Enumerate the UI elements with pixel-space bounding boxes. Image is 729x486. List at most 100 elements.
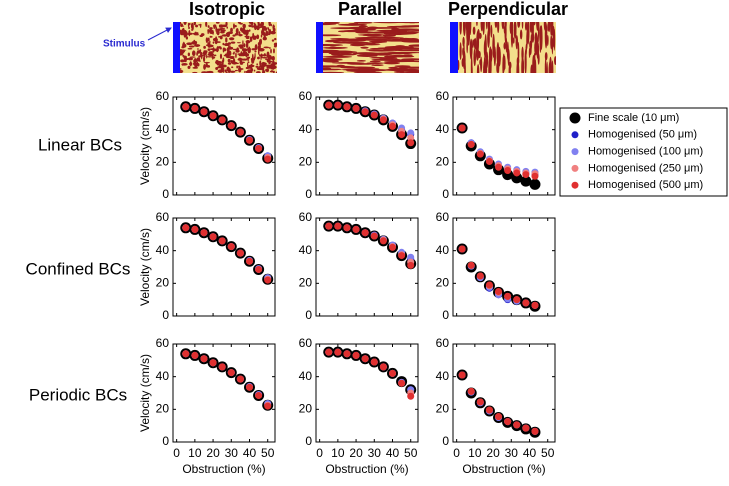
texture-fibre <box>230 27 233 33</box>
legend-label: Homogenised (250 μm) <box>588 162 703 174</box>
texture-fibre <box>258 66 261 70</box>
texture-fibre <box>544 22 548 49</box>
texture-fibre <box>255 65 259 68</box>
x-tick-label: 50 <box>404 446 418 460</box>
texture-fibre <box>229 70 236 73</box>
texture-fibre <box>223 43 230 47</box>
texture-fibre <box>532 22 536 26</box>
texture-fibre <box>323 34 342 37</box>
texture-fibre <box>378 50 398 52</box>
texture-fibre <box>259 60 262 67</box>
data-point <box>522 424 530 432</box>
texture-fibre <box>256 63 259 66</box>
texture-fibre <box>476 64 480 73</box>
texture-fibre <box>250 68 254 72</box>
data-point <box>513 169 521 177</box>
texture-fibre <box>225 37 228 43</box>
texture-fibre <box>356 54 378 57</box>
texture-fibre <box>530 22 533 34</box>
texture-fibre <box>196 61 199 66</box>
data-point <box>255 265 263 273</box>
texture-fibre <box>228 37 235 41</box>
texture-fibre <box>550 22 553 36</box>
texture-fibre <box>270 23 273 27</box>
y-tick-label: 0 <box>162 434 169 448</box>
y-tick-label: 20 <box>299 276 313 290</box>
data-point <box>370 232 378 240</box>
texture-fibre <box>358 25 368 28</box>
texture-fibre <box>549 56 552 73</box>
texture-fibre <box>263 46 270 49</box>
column-title: Isotropic <box>189 0 265 19</box>
legend-label: Homogenised (50 μm) <box>588 129 697 141</box>
texture-fibre <box>232 23 235 30</box>
texture-fibre <box>512 37 515 44</box>
data-point <box>407 129 415 137</box>
texture-fibre <box>219 47 222 50</box>
data-point <box>191 104 199 112</box>
y-tick-label: 20 <box>156 155 170 169</box>
data-point <box>407 261 415 269</box>
y-tick-label: 40 <box>156 243 170 257</box>
texture-fibre <box>469 38 473 60</box>
data-point <box>529 178 541 190</box>
texture-fibre <box>180 69 184 73</box>
data-point <box>325 348 333 356</box>
texture-fibre <box>394 65 411 68</box>
data-point <box>343 103 351 111</box>
texture-fibre <box>227 62 232 65</box>
y-axis-label: Velocity (cm/s) <box>138 228 152 306</box>
texture-fibre <box>202 56 206 63</box>
y-tick-label: 60 <box>436 89 450 103</box>
texture-fibre <box>182 29 187 33</box>
data-point <box>513 421 521 429</box>
texture-fibre <box>191 41 197 45</box>
legend-marker <box>571 164 579 172</box>
texture-fibre <box>271 39 275 42</box>
data-point <box>370 111 378 119</box>
texture-fibre <box>362 38 394 41</box>
stimulus-bar <box>173 22 180 73</box>
data-point <box>325 222 333 230</box>
data-point <box>495 163 503 171</box>
texture-fibre <box>201 71 208 73</box>
texture-fibre <box>194 33 199 36</box>
y-tick-label: 40 <box>436 369 450 383</box>
tissue-texture <box>323 22 419 73</box>
texture-fibre <box>209 27 213 30</box>
data-point <box>495 413 503 421</box>
data-point <box>246 383 253 391</box>
texture-fibre <box>256 71 261 73</box>
texture-fibre <box>479 59 483 66</box>
data-point <box>379 363 387 371</box>
texture-fibre <box>261 66 264 69</box>
texture-fibre <box>181 62 188 66</box>
data-point <box>379 116 387 124</box>
texture-fibre <box>192 66 199 69</box>
data-point <box>264 402 272 410</box>
data-point <box>513 296 521 304</box>
texture-fibre <box>544 57 547 73</box>
data-point <box>379 237 387 245</box>
texture-fibre <box>238 34 242 37</box>
texture-fibre <box>206 56 213 58</box>
y-tick-label: 0 <box>305 308 312 322</box>
column-title: Perpendicular <box>448 0 568 19</box>
texture-fibre <box>209 36 213 38</box>
tissue-texture <box>458 22 556 73</box>
texture-fibre <box>262 36 267 41</box>
texture-fibre <box>193 22 196 26</box>
texture-fibre <box>192 50 196 57</box>
texture-fibre <box>223 54 230 57</box>
texture-fibre <box>240 51 243 55</box>
y-tick-label: 40 <box>436 122 450 136</box>
data-point <box>255 144 263 152</box>
texture-fibre <box>475 44 478 58</box>
texture-fibre <box>193 59 198 63</box>
data-point <box>352 104 360 112</box>
texture-fibre <box>490 24 493 38</box>
y-tick-label: 0 <box>442 308 449 322</box>
texture-fibre <box>234 24 237 28</box>
plot-frame <box>452 343 556 443</box>
texture-fibre <box>503 55 506 70</box>
